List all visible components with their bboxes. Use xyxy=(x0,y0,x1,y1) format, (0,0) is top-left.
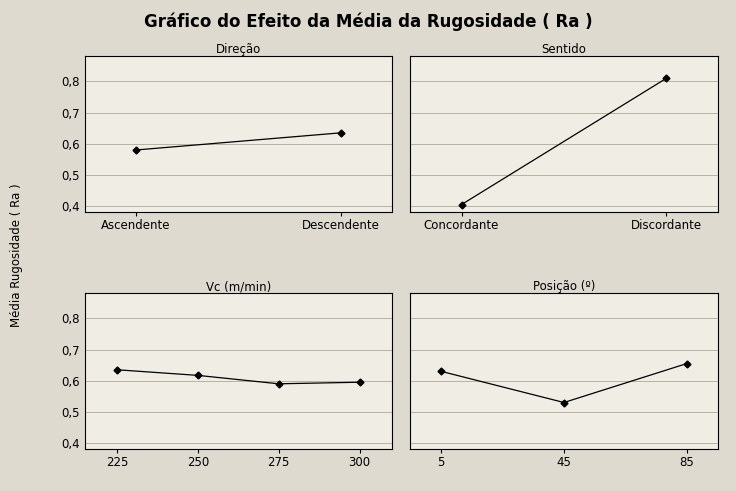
Title: Direção: Direção xyxy=(216,44,261,56)
Text: Média Rugosidade ( Ra ): Média Rugosidade ( Ra ) xyxy=(10,184,23,327)
Title: Sentido: Sentido xyxy=(542,44,587,56)
Title: Vc (m/min): Vc (m/min) xyxy=(205,280,271,294)
Title: Posição (º): Posição (º) xyxy=(533,280,595,294)
Text: Gráfico do Efeito da Média da Rugosidade ( Ra ): Gráfico do Efeito da Média da Rugosidade… xyxy=(144,12,592,31)
